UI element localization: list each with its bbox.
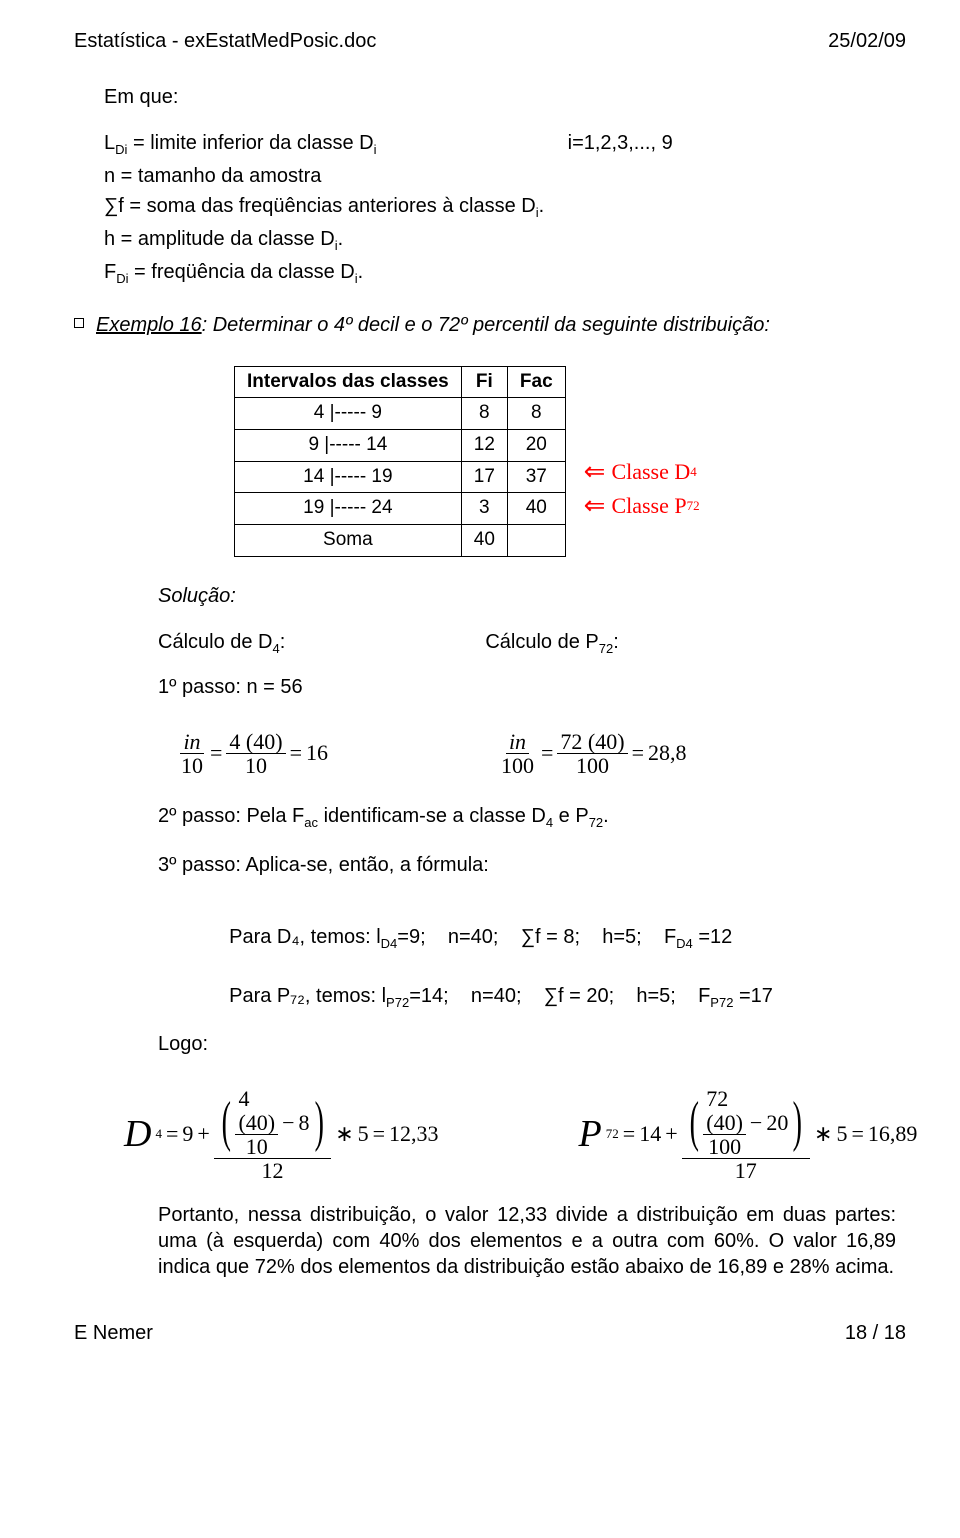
header-left: Estatística - exEstatMedPosic.doc bbox=[74, 28, 376, 54]
th: Fi bbox=[461, 366, 507, 398]
annot-p72: ⇐Classe P72 bbox=[584, 489, 700, 523]
freq-table: Intervalos das classes Fi Fac 4 |----- 9… bbox=[234, 366, 566, 557]
def-line-4: h = amplitude da classe Di. bbox=[104, 226, 906, 255]
solucao: Solução: bbox=[158, 583, 906, 609]
em-que: Em que: bbox=[104, 84, 906, 110]
header-right: 25/02/09 bbox=[828, 28, 906, 54]
table-header-row: Intervalos das classes Fi Fac bbox=[235, 366, 566, 398]
table-row: 9 |----- 141220 bbox=[235, 429, 566, 461]
th: Fac bbox=[507, 366, 565, 398]
table-row: 14 |----- 191737 bbox=[235, 461, 566, 493]
table-annotations: ⇐Classe D4 ⇐Classe P72 bbox=[584, 399, 700, 523]
th: Intervalos das classes bbox=[235, 366, 462, 398]
page-footer: E Nemer 18 / 18 bbox=[74, 1320, 906, 1346]
logo: Logo: bbox=[158, 1031, 906, 1057]
footer-right: 18 / 18 bbox=[845, 1320, 906, 1346]
passo2: 2º passo: Pela Fac identificam-se a clas… bbox=[158, 803, 906, 832]
eq-in100: in100 = 72 (40)100 = 28,8 bbox=[498, 730, 687, 777]
eq-row-2: D4 = 9 + ( 4 (40)10 − 8 ) 12 ∗ 5 = 12,33… bbox=[124, 1087, 906, 1181]
params-d: Para D₄, temos: lD4=9; n=40; ∑f = 8; h=5… bbox=[218, 898, 906, 953]
calc-headers: Cálculo de D4: Cálculo de P72: bbox=[158, 629, 906, 658]
calc-p: Cálculo de P72: bbox=[485, 629, 618, 658]
table-row: 19 |----- 24340 bbox=[235, 493, 566, 525]
arrow-left-icon: ⇐ bbox=[584, 489, 606, 523]
def-line-3: ∑f = soma das freqüências anteriores à c… bbox=[104, 193, 906, 222]
page-header: Estatística - exEstatMedPosic.doc 25/02/… bbox=[74, 28, 906, 54]
exemplo-bullet: Exemplo 16: Determinar o 4º decil e o 72… bbox=[74, 312, 906, 338]
eq-P72: P72 = 14 + ( 72 (40)100 − 20 ) 17 ∗ 5 = … bbox=[579, 1087, 918, 1181]
def-line-5: FDi = freqüência da classe Di. bbox=[104, 259, 906, 288]
passo3: 3º passo: Aplica-se, então, a fórmula: bbox=[158, 852, 906, 878]
params-p: Para P₇₂, temos: lP72=14; n=40; ∑f = 20;… bbox=[218, 957, 906, 1012]
eq-in10: in10 = 4 (40)10 = 16 bbox=[178, 730, 328, 777]
passo1: 1º passo: n = 56 bbox=[158, 674, 906, 700]
bullet-icon bbox=[74, 318, 84, 328]
def-line-1: LDi = limite inferior da classe Di i=1,2… bbox=[104, 130, 906, 159]
conclusion: Portanto, nessa distribuição, o valor 12… bbox=[158, 1202, 896, 1280]
eq-row-1: in10 = 4 (40)10 = 16 in100 = 72 (40)100 … bbox=[178, 730, 906, 777]
calc-d: Cálculo de D4: bbox=[158, 629, 285, 658]
arrow-left-icon: ⇐ bbox=[584, 455, 606, 489]
table-row: Soma40 bbox=[235, 525, 566, 557]
footer-left: E Nemer bbox=[74, 1320, 153, 1346]
def-line-2: n = tamanho da amostra bbox=[104, 163, 906, 189]
eq-D4: D4 = 9 + ( 4 (40)10 − 8 ) 12 ∗ 5 = 12,33 bbox=[124, 1087, 439, 1181]
freq-table-wrap: Intervalos das classes Fi Fac 4 |----- 9… bbox=[234, 356, 906, 567]
annot-d4: ⇐Classe D4 bbox=[584, 455, 700, 489]
table-row: 4 |----- 988 bbox=[235, 398, 566, 430]
exemplo-text: Exemplo 16: Determinar o 4º decil e o 72… bbox=[96, 312, 906, 338]
